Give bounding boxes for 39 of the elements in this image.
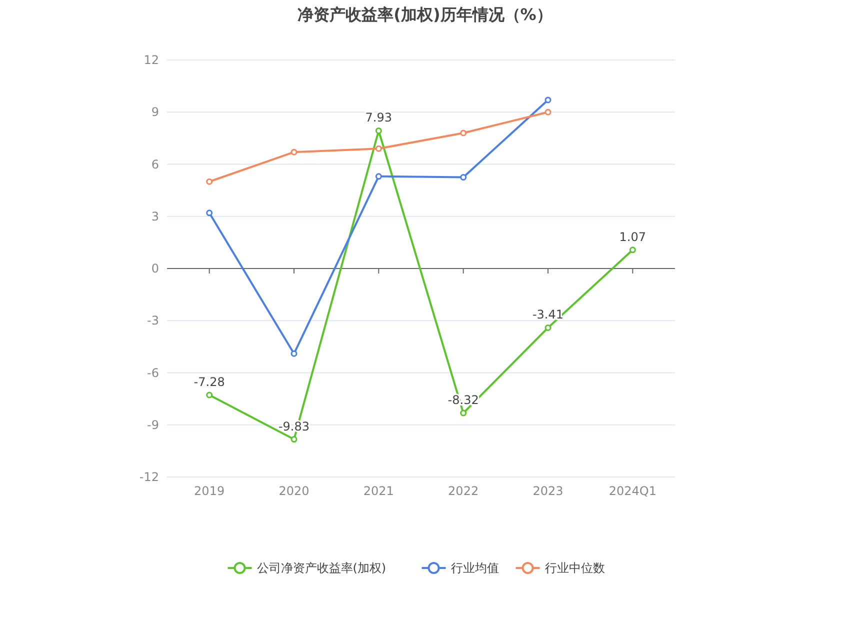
point	[290, 436, 298, 443]
x-tick-label: 2021	[363, 484, 394, 498]
legend-label: 行业中位数	[544, 561, 605, 575]
point	[460, 410, 467, 416]
point	[544, 96, 552, 104]
y-tick-label: -12	[139, 470, 159, 484]
data-label: 1.07	[619, 230, 646, 244]
y-tick-label: 6	[151, 157, 159, 172]
point	[460, 130, 467, 136]
y-tick-label: 0	[151, 262, 159, 276]
legend-label: 行业均值	[450, 561, 499, 575]
point	[375, 173, 382, 180]
point	[544, 108, 552, 116]
point	[206, 178, 213, 185]
x-tick-label: 2023	[532, 484, 564, 498]
y-tick-label: 3	[151, 209, 159, 224]
point	[290, 148, 298, 156]
point	[544, 324, 552, 331]
chart-title: 净资产收益率(加权)历年情况（%）	[298, 5, 552, 24]
point	[375, 127, 382, 134]
y-tick-label: -9	[147, 418, 159, 432]
point	[460, 174, 467, 181]
point	[290, 350, 298, 357]
y-tick-label: 9	[151, 105, 159, 120]
y-tick-label: -3	[147, 314, 159, 328]
point	[375, 145, 382, 152]
y-tick-label: -6	[147, 366, 159, 380]
x-tick-label: 2019	[194, 484, 225, 498]
point	[206, 210, 213, 216]
x-tick-label: 2020	[278, 484, 310, 498]
data-label: -3.41	[532, 308, 564, 322]
x-tick-label: 2024Q1	[608, 484, 656, 498]
point	[206, 392, 213, 398]
point	[629, 246, 636, 254]
data-label: 7.93	[365, 110, 392, 125]
y-tick-label: 12	[144, 53, 159, 67]
legend-label: 公司净资产收益率(加权)	[256, 561, 386, 575]
x-tick-label: 2022	[448, 484, 479, 498]
data-label: -7.28	[194, 374, 225, 389]
